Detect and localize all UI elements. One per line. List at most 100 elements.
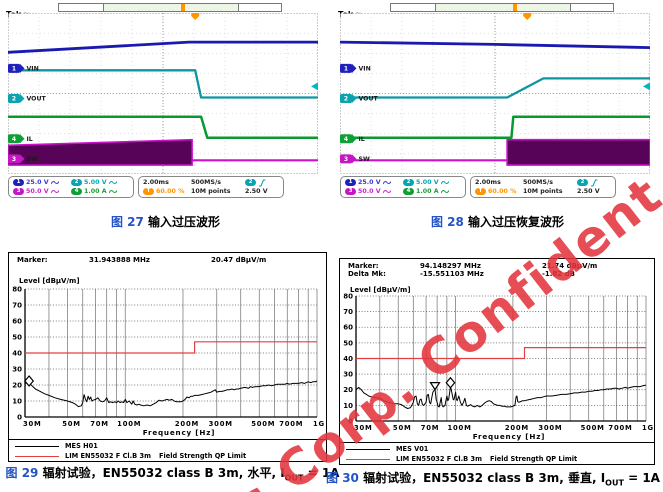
svg-text:IL: IL — [359, 136, 365, 143]
svg-text:10: 10 — [343, 402, 353, 410]
figure-number: 图 28 — [430, 215, 464, 229]
limit-legend-desc: Field Strength QP Limit — [159, 452, 247, 460]
svg-text:0: 0 — [348, 417, 353, 425]
ch2-chip: 2 — [71, 179, 82, 186]
trigger-chip: T — [143, 188, 154, 195]
acquisition-window — [435, 4, 571, 11]
svg-text:30M: 30M — [354, 424, 373, 432]
figure-number: 图 27 — [110, 215, 144, 229]
svg-text:60: 60 — [343, 324, 353, 332]
chart-legend: MES V01 LIM EN55032 F Cl.B 3m Field Stren… — [340, 442, 654, 464]
svg-text:30M: 30M — [23, 420, 42, 428]
svg-text:80: 80 — [12, 285, 22, 293]
oscilloscope-fig28: TekStop 1 VIN 2 VOUT 4 IL 3 SW 125.0 V 25.00 V … — [338, 2, 660, 204]
svg-text:70: 70 — [12, 301, 22, 309]
coupling-icon — [108, 181, 117, 185]
svg-text:40: 40 — [343, 355, 353, 363]
svg-text:VIN: VIN — [27, 66, 39, 73]
svg-text:100M: 100M — [117, 420, 141, 428]
ch4-chip: 4 — [403, 188, 414, 195]
ch1-chip: 1 — [345, 179, 356, 186]
y-axis-label: Level [dBµV/m] — [19, 277, 80, 285]
ch1-scale: 25.0 V — [26, 179, 49, 186]
svg-text:500M: 500M — [251, 420, 275, 428]
svg-text:500M: 500M — [581, 424, 605, 432]
mes-legend-label: MES V01 — [396, 445, 429, 453]
svg-text:1: 1 — [344, 66, 348, 73]
ch1-chip: 1 — [13, 179, 24, 186]
coupling-icon — [50, 190, 59, 194]
oscilloscope-fig27: TekStop 1 VIN 2 VOUT 4 IL 3 SW 125.0 V 25.00 V … — [6, 2, 328, 204]
emc-chart-fig30: Marker: 94.148297 MHz 21.74 dBµV/m Delta… — [339, 258, 655, 465]
svg-text:30: 30 — [12, 365, 22, 373]
ch2-scale: 5.00 V — [416, 179, 439, 186]
trigger-position-icon — [513, 4, 518, 11]
svg-text:70: 70 — [343, 308, 353, 316]
svg-text:50M: 50M — [393, 424, 412, 432]
figure29-caption: 图 29 辐射试验，EN55032 class B 3m, 水平, IOUT =… — [5, 466, 340, 483]
svg-text:10: 10 — [12, 397, 22, 405]
trigger-position: 60.00 % — [488, 188, 517, 195]
svg-text:2: 2 — [344, 96, 348, 103]
ch3-scale: 50.0 V — [26, 188, 49, 195]
svg-text:3: 3 — [12, 156, 16, 163]
figure28-caption: 图 28 输入过压恢复波形 — [430, 215, 565, 229]
scope-readout-bar: 1 25.0 V 2 5.00 V 3 50.0 V 4 1.00 A 2.00ms 5… — [340, 176, 616, 198]
trigger-position-icon — [181, 4, 186, 11]
chart-legend: MES H01 LIM EN55032 F Cl.B 3m Field Stren… — [9, 439, 326, 461]
svg-text:20: 20 — [343, 386, 353, 394]
svg-text:4: 4 — [12, 136, 16, 143]
y-axis-label: Level [dBµV/m] — [350, 286, 411, 294]
coupling-icon — [382, 190, 391, 194]
limit-legend-label: LIM EN55032 F Cl.B 3m — [396, 455, 482, 463]
svg-text:700M: 700M — [279, 420, 303, 428]
mes-line-sample — [15, 446, 59, 447]
svg-text:0: 0 — [17, 413, 22, 421]
svg-text:200M: 200M — [505, 424, 529, 432]
emc-chart-fig29: Marker: 31.943888 MHz 20.47 dBµV/m Level… — [8, 252, 327, 462]
svg-text:SW: SW — [27, 156, 38, 163]
svg-text:60: 60 — [12, 317, 22, 325]
svg-text:700M: 700M — [608, 424, 632, 432]
trigger-source-chip: 2 — [577, 179, 588, 186]
figure30-caption: 图 30 辐射试验，EN55032 class B 3m, 垂直, IOUT =… — [326, 471, 660, 488]
mes-line-sample — [346, 449, 390, 450]
svg-text:VOUT: VOUT — [359, 96, 379, 103]
coupling-icon — [108, 190, 117, 194]
trigger-source-chip: 2 — [245, 179, 256, 186]
figure27-caption: 图 27 输入过压波形 — [110, 215, 221, 229]
svg-text:30: 30 — [343, 371, 353, 379]
limit-legend-label: LIM EN55032 F Cl.B 3m — [65, 452, 151, 460]
ch1-scale: 25.0 V — [358, 179, 381, 186]
limit-line-sample — [346, 459, 390, 460]
emc-plot-area: 0 10 20 30 40 50 60 70 80 30M 50M 70M 100M 200M 300M 50… — [12, 285, 324, 437]
rising-edge-icon — [259, 178, 266, 187]
rising-edge-icon — [591, 178, 598, 187]
svg-text:VOUT: VOUT — [27, 96, 47, 103]
ch3-chip: 3 — [13, 188, 24, 195]
svg-text:40: 40 — [12, 349, 22, 357]
acquisition-bar — [58, 3, 282, 12]
coupling-icon — [440, 181, 449, 185]
ch2-chip: 2 — [403, 179, 414, 186]
scope-header: TekStop — [338, 2, 660, 19]
ch3-scale: 50.0 V — [358, 188, 381, 195]
ch4-chip: 4 — [71, 188, 82, 195]
coupling-icon — [382, 181, 391, 185]
svg-text:50: 50 — [12, 333, 22, 341]
ch4-scale: 1.00 A — [416, 188, 439, 195]
ch3-chip: 3 — [345, 188, 356, 195]
limit-legend-desc: Field Strength QP Limit — [490, 455, 578, 463]
svg-text:VIN: VIN — [359, 66, 371, 73]
svg-text:1G: 1G — [642, 424, 654, 432]
figure-number: 图 29 — [5, 466, 39, 480]
svg-text:300M: 300M — [209, 420, 233, 428]
sample-rate: 500MS/s — [191, 179, 221, 186]
coupling-icon — [440, 190, 449, 194]
svg-text:200M: 200M — [175, 420, 199, 428]
trigger-position: 60.00 % — [156, 188, 185, 195]
svg-text:SW: SW — [359, 156, 370, 163]
svg-text:300M: 300M — [538, 424, 562, 432]
svg-text:4: 4 — [344, 136, 348, 143]
